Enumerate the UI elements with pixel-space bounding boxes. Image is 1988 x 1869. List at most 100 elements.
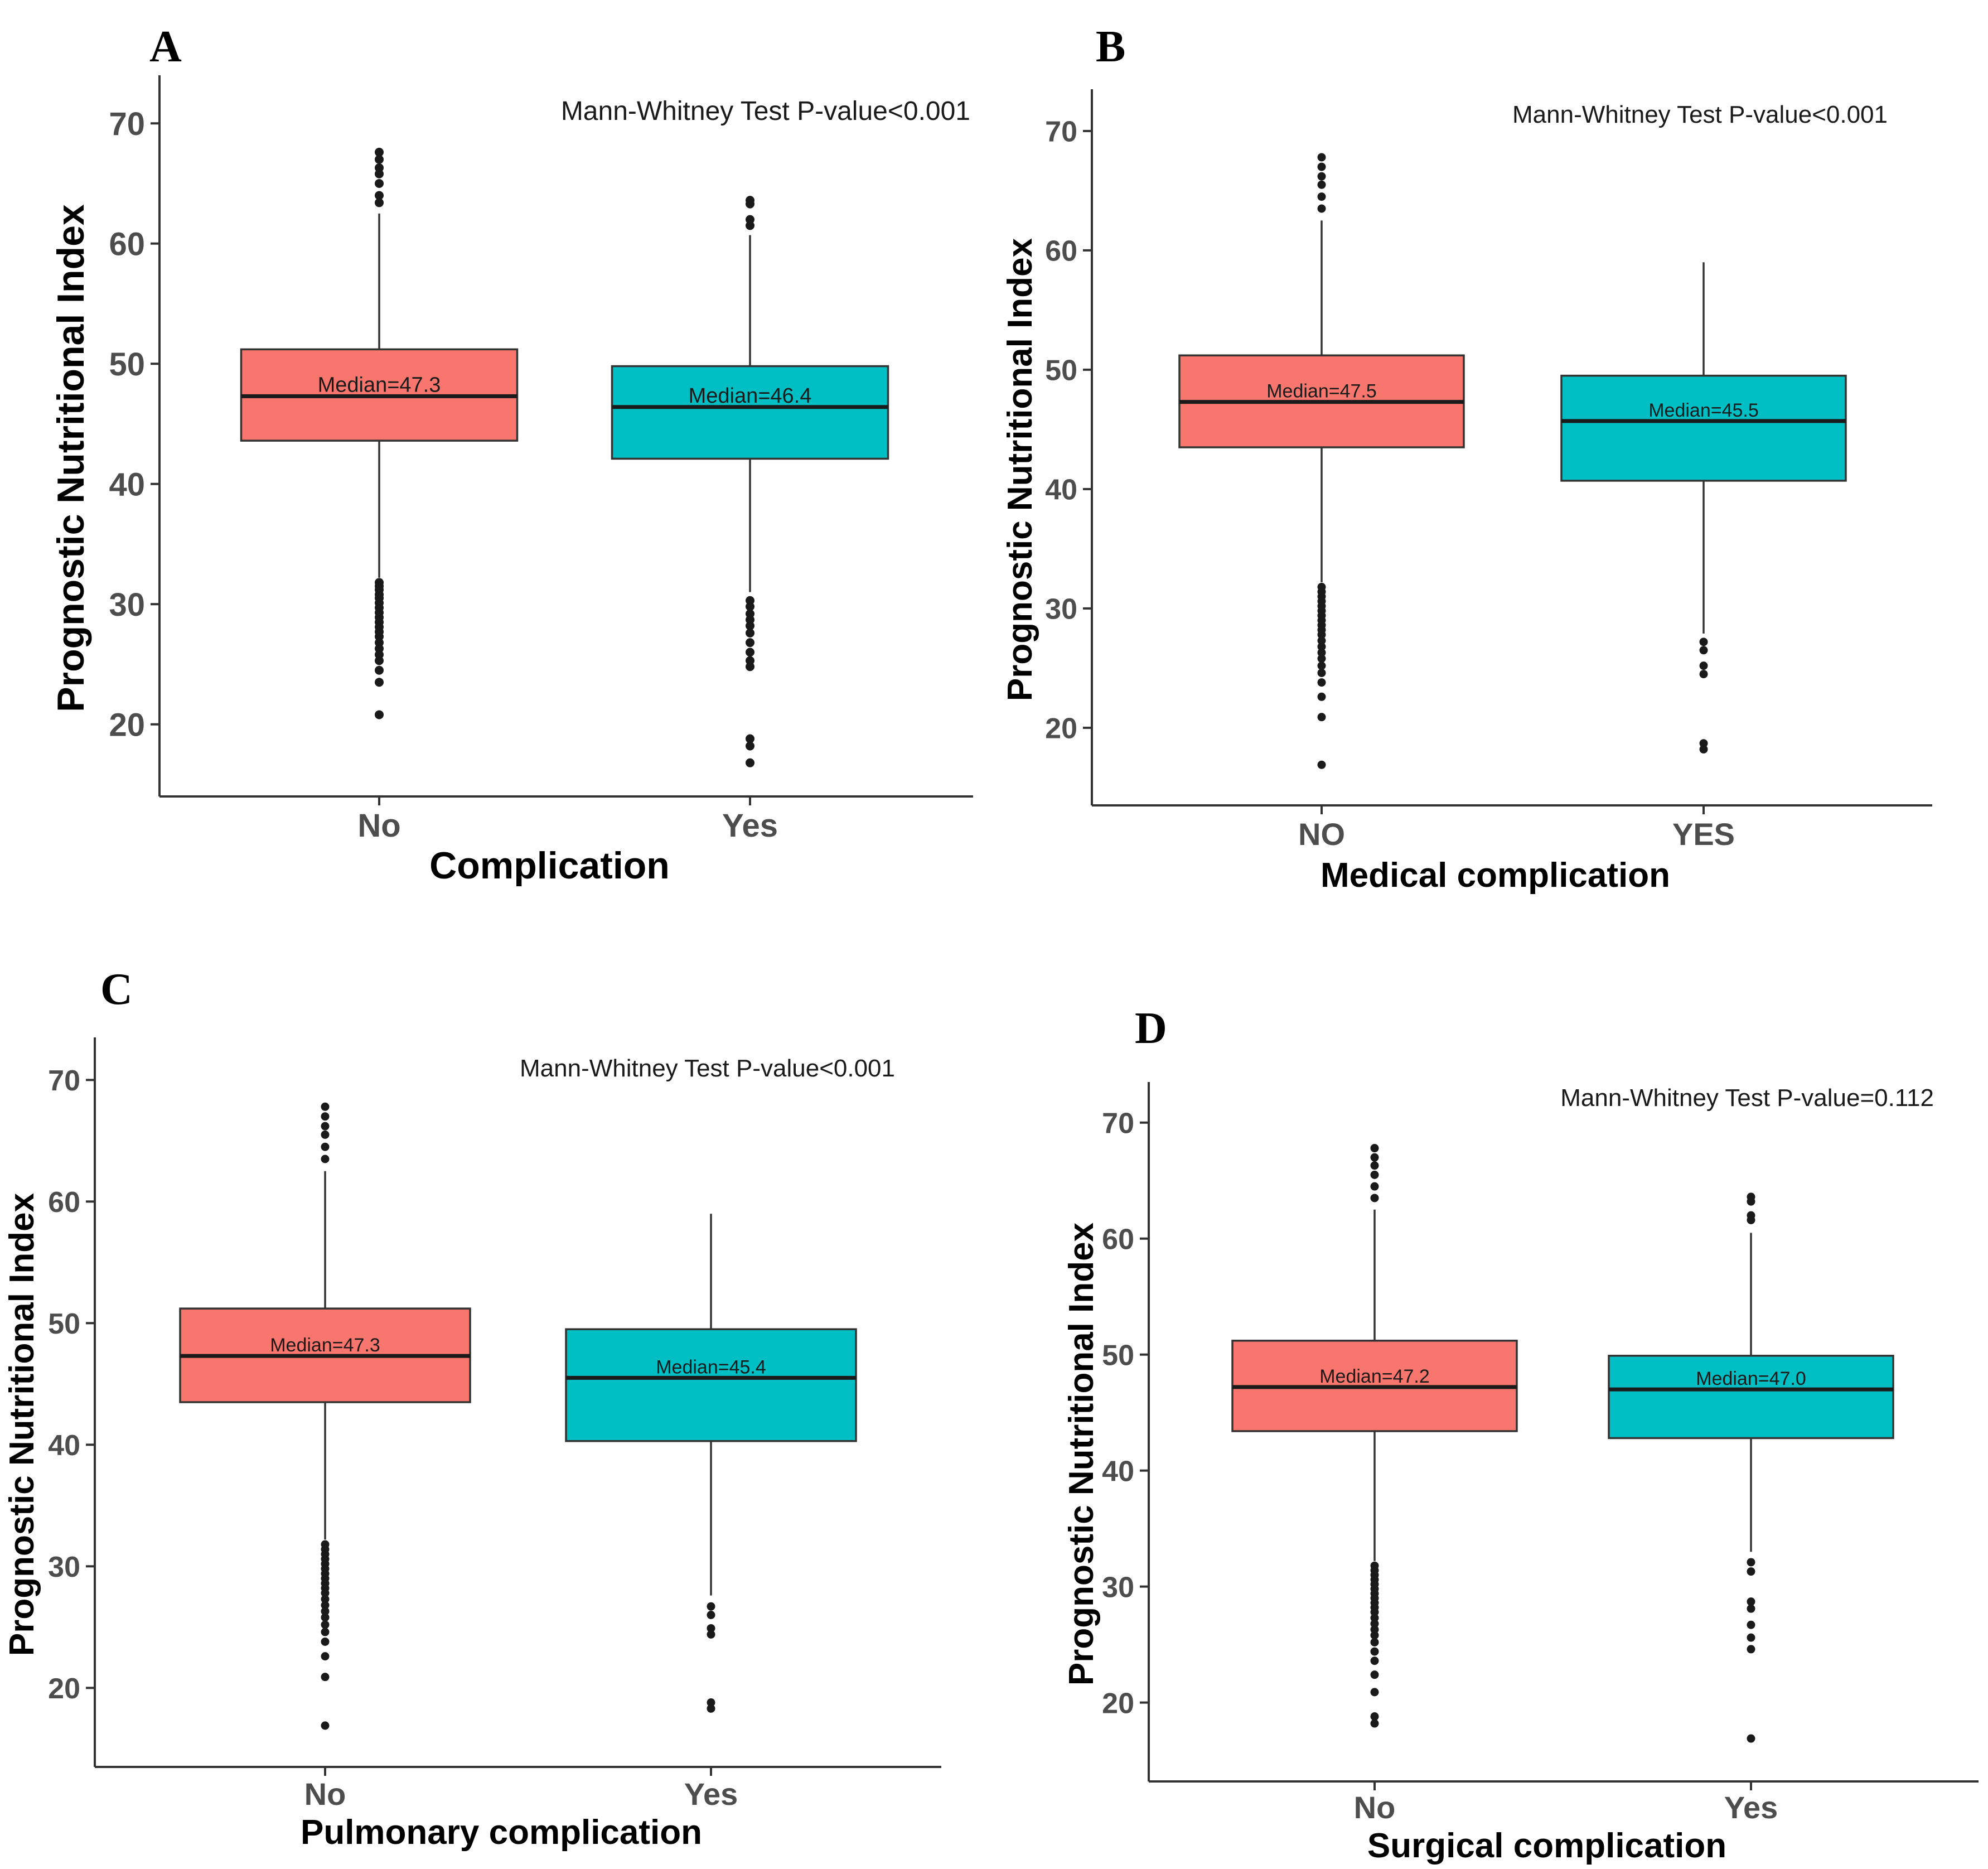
outlier-point — [1370, 1170, 1379, 1179]
outlier-point — [321, 1607, 330, 1616]
outlier-point — [746, 602, 754, 611]
y-axis-title: Prognostic Nutritional Index — [1001, 238, 1039, 701]
outlier-point — [1699, 745, 1708, 754]
box-no: Median=47.3 — [240, 147, 519, 719]
outlier-point — [1370, 1647, 1379, 1656]
outlier-point — [707, 1698, 715, 1707]
panel-letter: C — [100, 965, 133, 1014]
outlier-point — [707, 1624, 715, 1633]
panel-letter: A — [149, 22, 182, 71]
outlier-point — [1699, 739, 1708, 748]
x-tick-label: NO — [1298, 817, 1345, 852]
outlier-point — [1747, 1604, 1755, 1613]
outlier-point — [1747, 1633, 1755, 1642]
outlier-point — [321, 1620, 330, 1629]
outlier-point — [1699, 638, 1708, 646]
outlier-point — [1699, 646, 1708, 655]
y-axis-title: Prognostic Nutritional Index — [1062, 1222, 1101, 1686]
outlier-point — [1747, 1597, 1755, 1606]
outlier-point — [1317, 153, 1326, 162]
outlier-point — [321, 1721, 330, 1730]
outlier-point — [1317, 172, 1326, 181]
y-tick-label: 60 — [1102, 1223, 1134, 1255]
outlier-point — [1370, 1182, 1379, 1191]
x-tick-label: Yes — [1724, 1790, 1778, 1825]
y-tick-label: 40 — [109, 467, 145, 503]
outlier-point — [1747, 1215, 1755, 1224]
iqr-box — [611, 365, 889, 460]
outlier-point — [1317, 654, 1326, 663]
outlier-point — [1317, 162, 1326, 171]
outlier-point — [1747, 1620, 1755, 1629]
y-tick-label: 30 — [1102, 1571, 1134, 1604]
outlier-point — [375, 710, 384, 719]
test-annotation: Mann-Whitney Test P-value<0.001 — [520, 1055, 895, 1082]
median-label: Median=47.5 — [1266, 381, 1377, 402]
outlier-point — [1317, 760, 1326, 769]
outlier-point — [375, 154, 384, 164]
outlier-point — [1317, 636, 1326, 645]
outlier-point — [1747, 1197, 1755, 1206]
y-tick-label: 20 — [1045, 713, 1077, 745]
outlier-point — [707, 1602, 715, 1611]
outlier-point — [1370, 1607, 1379, 1616]
outlier-point — [1747, 1567, 1755, 1576]
iqr-box — [565, 1328, 857, 1442]
x-axis-title: Pulmonary complication — [301, 1813, 702, 1852]
outlier-point — [375, 178, 384, 188]
outlier-point — [1370, 1719, 1379, 1728]
x-axis-title: Complication — [429, 844, 670, 887]
outlier-point — [1370, 1614, 1379, 1622]
box-no: Median=47.3 — [179, 1102, 471, 1730]
outlier-point — [1317, 668, 1326, 677]
y-tick-label: 50 — [109, 346, 145, 383]
outlier-point — [1317, 648, 1326, 657]
outlier-point — [1699, 661, 1708, 670]
y-tick-label: 60 — [1045, 235, 1077, 268]
outlier-point — [1370, 1153, 1379, 1162]
panel-d: D Median=47.2 Median=47.0 20 30 40 50 60 70 No Yes… — [1062, 1004, 1979, 1865]
box-yes: Median=45.5 — [1560, 262, 1847, 754]
outlier-point — [1370, 1144, 1379, 1153]
outlier-point — [1317, 642, 1326, 651]
outlier-point — [746, 638, 754, 648]
x-tick-label: No — [304, 1776, 346, 1812]
test-annotation: Mann-Whitney Test P-value<0.001 — [561, 96, 970, 126]
outlier-point — [1747, 1734, 1755, 1743]
y-tick-label: 20 — [1102, 1687, 1134, 1720]
outlier-point — [375, 169, 384, 178]
outlier-point — [746, 621, 754, 630]
box-yes: Median=45.4 — [565, 1214, 857, 1713]
outlier-point — [375, 198, 384, 207]
outlier-point — [707, 1630, 715, 1639]
outlier-point — [746, 648, 754, 657]
panel-letter: B — [1096, 22, 1125, 71]
x-axis-title: Medical complication — [1321, 856, 1670, 895]
outlier-point — [1317, 661, 1326, 670]
outlier-point — [707, 1611, 715, 1619]
outlier-point — [1370, 1625, 1379, 1634]
outlier-point — [321, 1595, 330, 1604]
outlier-point — [1317, 713, 1326, 722]
outlier-point — [375, 191, 384, 200]
y-tick-label: 70 — [48, 1065, 80, 1097]
y-tick-label: 50 — [48, 1308, 80, 1340]
y-tick-label: 60 — [48, 1186, 80, 1219]
outlier-point — [321, 1155, 330, 1163]
outlier-point — [321, 1102, 330, 1111]
median-label: Median=45.5 — [1648, 400, 1759, 421]
x-tick-label: YES — [1672, 817, 1735, 852]
outlier-point — [375, 656, 384, 665]
outlier-point — [1370, 1161, 1379, 1170]
x-tick-label: Yes — [684, 1776, 738, 1812]
outlier-point — [746, 628, 754, 638]
median-label: Median=47.3 — [318, 373, 441, 397]
y-tick-label: 30 — [1045, 593, 1077, 626]
y-tick-label: 20 — [109, 707, 145, 743]
outlier-point — [375, 147, 384, 157]
outlier-point — [746, 662, 754, 672]
panel-c: C Median=47.3 Median=45.4 20 30 40 50 60 70 No Yes… — [3, 965, 941, 1852]
outlier-point — [1317, 692, 1326, 701]
y-tick-label: 50 — [1102, 1339, 1134, 1371]
outlier-point — [321, 1112, 330, 1121]
